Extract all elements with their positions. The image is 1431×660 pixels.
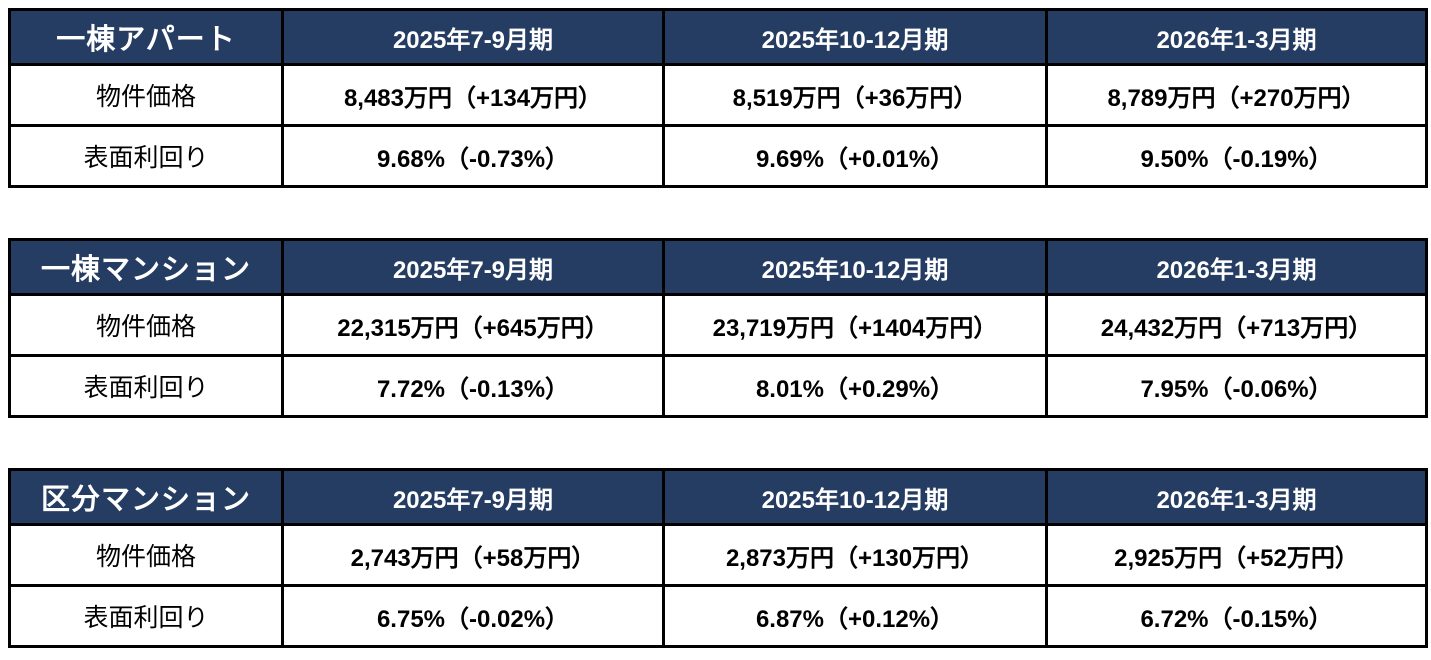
row-label: 物件価格 [8,293,284,357]
column-header: 2026年1-3月期 [1045,238,1428,296]
value-cell: 6.72%（-0.15%） [1045,584,1428,648]
value-cell: 6.75%（-0.02%） [281,584,665,648]
one-building-condo-table: 一棟マンション 2025年7-9月期 2025年10-12月期 2026年1-3… [8,238,1428,418]
header-row: 一棟マンション 2025年7-9月期 2025年10-12月期 2026年1-3… [8,238,1428,296]
value-cell: 7.72%（-0.13%） [281,354,665,418]
value-cell: 8,519万円（+36万円） [662,63,1048,127]
value-cell: 8.01%（+0.29%） [662,354,1048,418]
value-cell: 8,483万円（+134万円） [281,63,665,127]
table-title: 一棟マンション [8,238,284,296]
value-cell: 24,432万円（+713万円） [1045,293,1428,357]
table-row-yield: 表面利回り 6.75%（-0.02%） 6.87%（+0.12%） 6.72%（… [8,584,1428,648]
column-header: 2025年7-9月期 [281,468,665,526]
column-header: 2025年10-12月期 [662,238,1048,296]
value-cell: 2,925万円（+52万円） [1045,523,1428,587]
table-title: 区分マンション [8,468,284,526]
column-header: 2025年10-12月期 [662,468,1048,526]
value-cell: 23,719万円（+1404万円） [662,293,1048,357]
column-header: 2025年7-9月期 [281,8,665,66]
row-label: 表面利回り [8,124,284,188]
value-cell: 22,315万円（+645万円） [281,293,665,357]
header-row: 一棟アパート 2025年7-9月期 2025年10-12月期 2026年1-3月… [8,8,1428,66]
value-cell: 2,873万円（+130万円） [662,523,1048,587]
column-header: 2026年1-3月期 [1045,8,1428,66]
one-building-apartment-table: 一棟アパート 2025年7-9月期 2025年10-12月期 2026年1-3月… [8,8,1428,188]
row-label: 物件価格 [8,63,284,127]
table-row-price: 物件価格 8,483万円（+134万円） 8,519万円（+36万円） 8,78… [8,63,1428,127]
value-cell: 9.69%（+0.01%） [662,124,1048,188]
value-cell: 7.95%（-0.06%） [1045,354,1428,418]
value-cell: 9.50%（-0.19%） [1045,124,1428,188]
value-cell: 2,743万円（+58万円） [281,523,665,587]
table-title: 一棟アパート [8,8,284,66]
table-row-price: 物件価格 2,743万円（+58万円） 2,873万円（+130万円） 2,92… [8,523,1428,587]
header-row: 区分マンション 2025年7-9月期 2025年10-12月期 2026年1-3… [8,468,1428,526]
row-label: 表面利回り [8,354,284,418]
table-row-price: 物件価格 22,315万円（+645万円） 23,719万円（+1404万円） … [8,293,1428,357]
column-header: 2025年10-12月期 [662,8,1048,66]
row-label: 物件価格 [8,523,284,587]
row-label: 表面利回り [8,584,284,648]
table-row-yield: 表面利回り 7.72%（-0.13%） 8.01%（+0.29%） 7.95%（… [8,354,1428,418]
table-row-yield: 表面利回り 9.68%（-0.73%） 9.69%（+0.01%） 9.50%（… [8,124,1428,188]
unit-condo-table: 区分マンション 2025年7-9月期 2025年10-12月期 2026年1-3… [8,468,1428,648]
column-header: 2025年7-9月期 [281,238,665,296]
value-cell: 8,789万円（+270万円） [1045,63,1428,127]
value-cell: 9.68%（-0.73%） [281,124,665,188]
column-header: 2026年1-3月期 [1045,468,1428,526]
value-cell: 6.87%（+0.12%） [662,584,1048,648]
